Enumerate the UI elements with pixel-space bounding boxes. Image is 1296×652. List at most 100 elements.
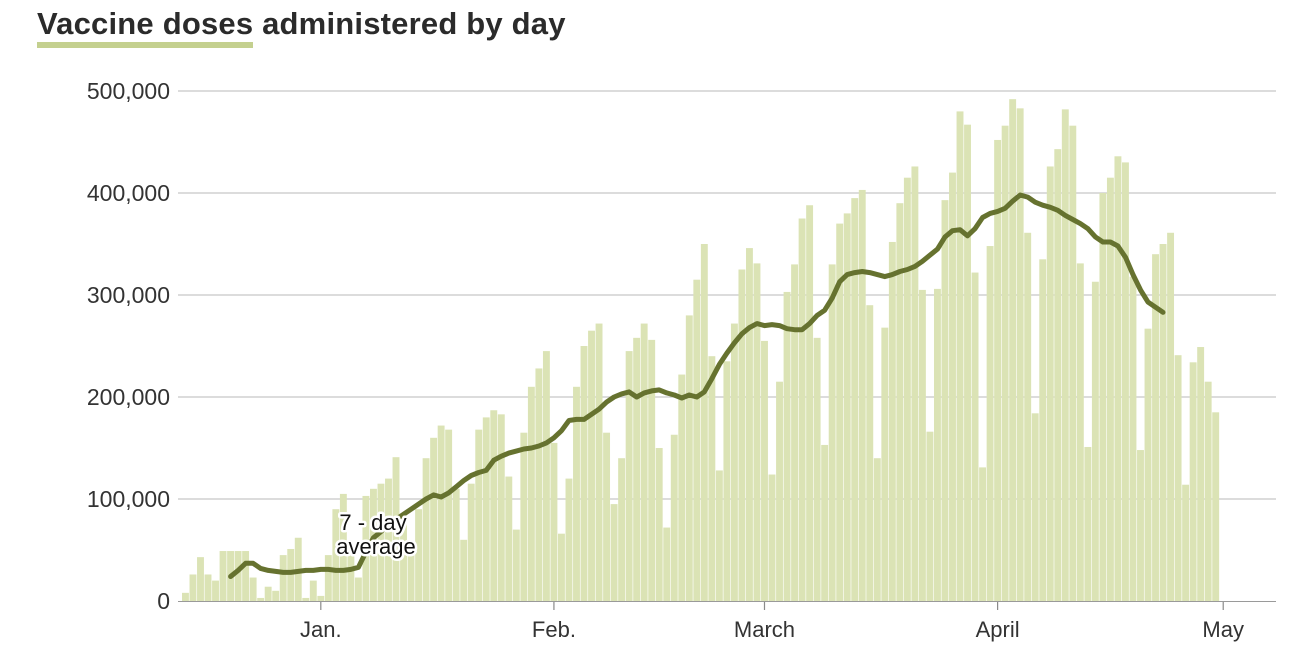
bar: [1061, 109, 1069, 602]
bar: [1046, 166, 1054, 602]
bar: [317, 595, 325, 601]
bar: [843, 213, 851, 601]
bar: [377, 483, 385, 601]
bar: [655, 448, 663, 601]
bar: [422, 458, 430, 601]
bar: [1129, 276, 1137, 601]
bar: [791, 264, 799, 601]
bar: [1039, 259, 1047, 601]
y-tick-label: 100,000: [87, 486, 170, 512]
bar: [821, 444, 829, 601]
bar: [715, 470, 723, 601]
x-tick-label: Feb.: [532, 617, 576, 642]
bar: [979, 467, 987, 601]
bar: [370, 488, 377, 601]
bar: [934, 288, 941, 601]
bar: [332, 509, 340, 601]
bar: [768, 474, 776, 601]
bar: [595, 323, 603, 601]
bar: [550, 442, 558, 601]
bar: [467, 483, 475, 601]
bar: [964, 124, 971, 601]
bar: [888, 241, 896, 601]
x-tick-label: March: [734, 617, 795, 642]
bar: [798, 218, 806, 601]
bar: [535, 368, 543, 601]
bar: [1182, 484, 1190, 601]
bar: [648, 339, 656, 601]
bar: [761, 340, 768, 601]
bar: [1174, 355, 1182, 601]
bar: [520, 432, 528, 601]
y-tick-label: 0: [157, 588, 170, 614]
bar: [903, 177, 911, 601]
bar: [272, 590, 280, 601]
x-tick-label: April: [976, 617, 1020, 642]
bar: [475, 429, 483, 601]
bar: [189, 574, 197, 601]
bar: [1001, 125, 1009, 602]
bar: [400, 519, 407, 601]
bar: [806, 205, 814, 602]
bar: [512, 529, 520, 601]
bar: [212, 580, 219, 601]
bar: [640, 323, 648, 601]
bar: [1189, 362, 1197, 601]
bar: [347, 544, 355, 601]
bar: [415, 509, 423, 601]
bar: [851, 198, 859, 601]
bar: [1106, 177, 1114, 601]
bar: [663, 527, 671, 601]
bar: [858, 189, 866, 601]
average-annotation: 7 - day average: [334, 508, 419, 562]
bar: [1152, 254, 1159, 601]
bar: [324, 555, 332, 601]
bar: [708, 356, 716, 601]
bar: [911, 166, 919, 602]
bar: [197, 557, 204, 601]
bar: [219, 551, 227, 601]
bar: [753, 263, 761, 601]
bar: [1091, 281, 1099, 601]
average-line: [228, 192, 1166, 579]
x-tick-label: May: [1202, 617, 1244, 642]
bar: [1167, 232, 1175, 601]
x-tick-label: Jan.: [300, 617, 342, 642]
bar: [407, 553, 415, 601]
annotation-line-2: average: [336, 534, 416, 559]
bar: [302, 597, 310, 601]
bar: [1204, 381, 1212, 601]
bar: [783, 291, 791, 601]
bar: [354, 577, 362, 601]
bar: [723, 361, 731, 601]
bar: [746, 248, 753, 601]
bar: [542, 351, 550, 601]
bar: [633, 337, 641, 601]
y-axis: 0 100,000 200,000 300,000 400,000 500,000: [87, 78, 170, 614]
bar: [1159, 244, 1167, 601]
bar: [445, 429, 453, 601]
bar: [1009, 99, 1017, 601]
y-tick-label: 200,000: [87, 384, 170, 410]
bar: [813, 337, 821, 601]
bar: [618, 458, 626, 601]
title-highlight: Vaccine doses: [37, 6, 254, 48]
x-axis: Jan. Feb. March April May: [300, 602, 1244, 642]
bar: [279, 555, 287, 601]
bar: [873, 458, 881, 601]
bar: [309, 580, 317, 601]
bar: [971, 272, 979, 601]
bar: [1122, 162, 1129, 601]
bar: [588, 330, 595, 601]
bar: [866, 305, 874, 601]
bar: [573, 386, 580, 601]
bar: [257, 597, 265, 601]
bar: [685, 315, 693, 601]
bar: [1076, 263, 1084, 601]
bar: [949, 172, 956, 601]
bar: [956, 111, 964, 602]
y-tick-label: 400,000: [87, 180, 170, 206]
bar: [678, 374, 686, 601]
bar: [610, 504, 618, 601]
